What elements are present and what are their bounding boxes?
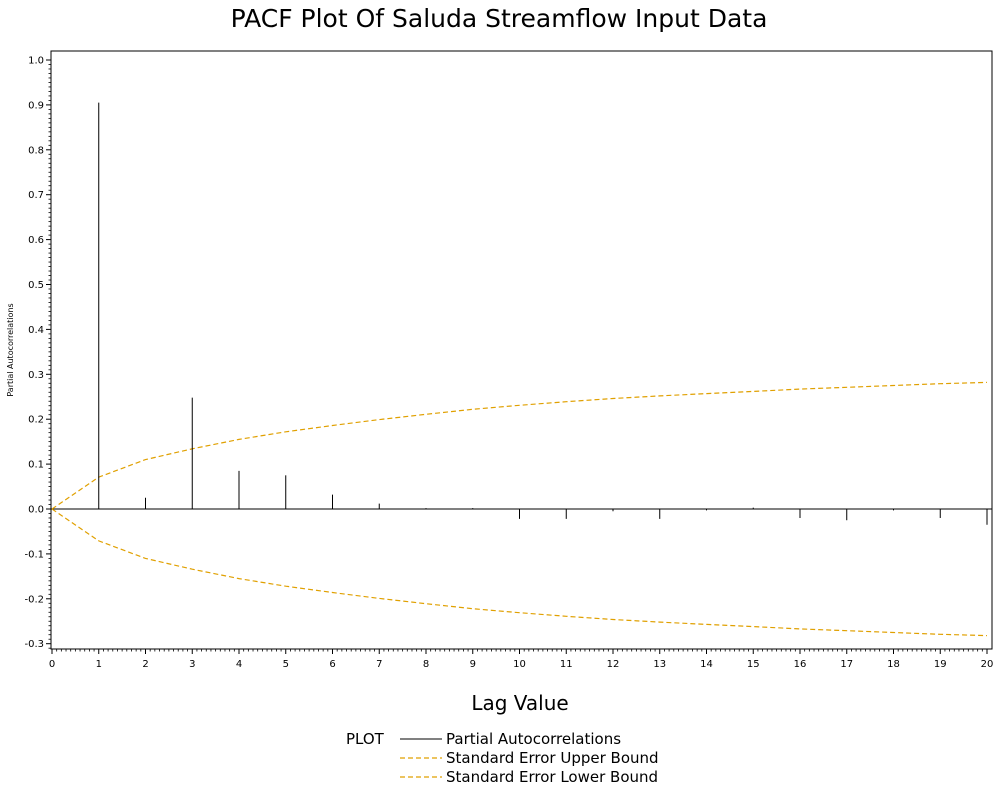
y-tick-label: 1.0 [28, 56, 44, 67]
plot-frame [50, 50, 993, 650]
y-tick-label: 0.2 [28, 415, 44, 426]
standard-error-bounds [51, 381, 988, 637]
x-tick-label: 13 [653, 659, 666, 670]
y-axis-label: Partial Autocorrelations [6, 303, 15, 396]
x-tick-label: 5 [283, 659, 289, 670]
x-tick-label: 11 [560, 659, 573, 670]
x-tick-label: 15 [747, 659, 760, 670]
x-tick-label: 10 [513, 659, 526, 670]
x-axis-label: Lag Value [471, 691, 568, 715]
y-tick-label: 0.7 [28, 190, 44, 201]
x-tick-label: 7 [376, 659, 382, 670]
y-tick-label: -0.1 [24, 549, 44, 560]
x-tick-label: 2 [142, 659, 148, 670]
x-tick-label: 19 [934, 659, 947, 670]
lower-bound-line [51, 508, 988, 637]
legend-title: PLOT [346, 730, 385, 748]
x-tick-label: 8 [423, 659, 429, 670]
chart-title: PACF Plot Of Saluda Streamflow Input Dat… [231, 4, 768, 33]
upper-bound-line [51, 381, 988, 510]
pacf-needles [98, 102, 988, 525]
legend-entry-upper: Standard Error Upper Bound [446, 749, 659, 767]
x-axis: 0 1 2 3 4 5 6 7 8 9 10 11 12 13 14 15 16 17 18 19 20 [49, 649, 994, 670]
y-tick-label: 0.6 [28, 235, 44, 246]
x-tick-label: 20 [981, 659, 994, 670]
y-tick-label: -0.3 [24, 639, 44, 650]
x-tick-label: 1 [96, 659, 102, 670]
x-tick-label: 17 [840, 659, 853, 670]
y-tick-label: 0.3 [28, 370, 44, 381]
x-tick-label: 18 [887, 659, 900, 670]
y-tick-label: 0.4 [28, 325, 44, 336]
y-tick-label: 0.0 [28, 505, 44, 516]
x-tick-label: 14 [700, 659, 713, 670]
y-tick-label: -0.2 [24, 594, 44, 605]
y-tick-label: 0.1 [28, 460, 44, 471]
y-tick-label: 0.9 [28, 100, 44, 111]
legend-entry-lower: Standard Error Lower Bound [446, 768, 658, 786]
x-tick-label: 4 [236, 659, 242, 670]
x-tick-label: 16 [794, 659, 807, 670]
y-tick-label: 0.8 [28, 145, 44, 156]
x-tick-label: 9 [470, 659, 476, 670]
x-tick-label: 6 [329, 659, 335, 670]
x-tick-label: 12 [607, 659, 620, 670]
legend: PLOT Partial Autocorrelations Standard E… [346, 730, 659, 786]
legend-entry-pacf: Partial Autocorrelations [446, 730, 621, 748]
x-tick-label: 3 [189, 659, 195, 670]
x-tick-label: 0 [49, 659, 55, 670]
y-tick-label: 0.5 [28, 280, 44, 291]
y-axis: 1.0 0.9 0.8 0.7 0.6 0.5 0.4 0.3 0.2 0.1 0.0 -0.1 -0.… [24, 56, 51, 650]
